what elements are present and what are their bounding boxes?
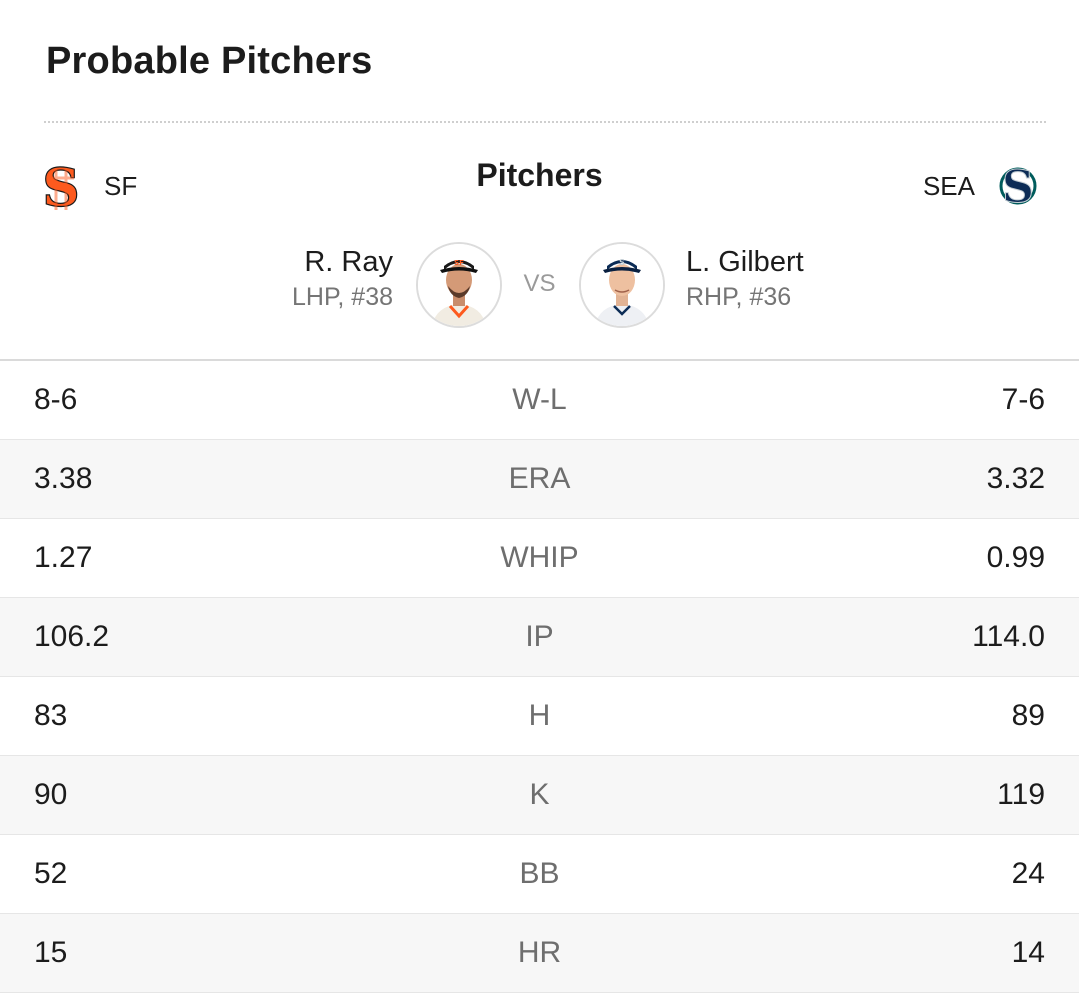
pitcher-right-info: RHP, #36 [686,283,792,311]
svg-text:S: S [619,258,625,267]
stat-left-value: 52 [34,857,68,890]
svg-text:S: S [42,158,80,214]
divider [44,121,1046,123]
svg-text:S: S [1002,162,1034,213]
pitcher-left-info: LHP, #38 [291,283,393,311]
stat-row-era: 3.38 ERA 3.32 [0,440,1079,519]
stat-row-ip: 106.2 IP 114.0 [0,598,1079,677]
stat-label: WHIP [500,541,579,574]
pitchers-heading: Pitchers [476,157,603,193]
pitcher-right[interactable]: L. Gilbert RHP, #36 [686,244,804,314]
stat-right-value: 3.32 [986,462,1045,495]
stat-label: IP [525,620,554,653]
player-headshot-icon: SF [418,244,500,326]
pitcher-left-name[interactable]: R. Ray [304,246,393,278]
stat-label: HR [517,936,562,969]
stat-label: K [529,778,550,811]
stat-left-value: 1.27 [34,541,93,574]
team-right[interactable]: SEA S [923,158,1039,214]
pitcher-right-headshot[interactable]: S [579,242,665,328]
pitcher-matchup: R. Ray LHP, #38 SF VS [0,240,1079,330]
stat-label: BB [519,857,560,890]
stat-row-bb: 52 BB 24 [0,835,1079,914]
stat-left-value: 8-6 [34,383,78,416]
stat-left-value: 106.2 [34,620,110,653]
vs-label: VS [523,270,556,297]
stat-row-wl: 8-6 W-L 7-6 [0,361,1079,440]
pitcher-left-headshot[interactable]: SF [416,242,502,328]
stat-row-k: 90 K 119 [0,756,1079,835]
stat-right-value: 7-6 [1001,383,1045,416]
stat-right-value: 14 [1011,936,1045,969]
stat-row-hr: 15 HR 14 [0,914,1079,993]
card-title: Probable Pitchers [46,40,373,82]
pitcher-right-name[interactable]: L. Gilbert [686,246,804,278]
stat-row-whip: 1.27 WHIP 0.99 [0,519,1079,598]
stat-right-value: 0.99 [986,541,1045,574]
stat-row-h: 83 H 89 [0,677,1079,756]
stat-left-value: 3.38 [34,462,93,495]
stats-table: 8-6 W-L 7-6 3.38 ERA 3.32 1.27 WHIP 0.99… [0,359,1079,993]
sf-giants-logo-icon: S [42,158,81,214]
stat-right-value: 119 [997,778,1045,811]
stat-right-value: 89 [1011,699,1045,732]
team-left[interactable]: S SF [40,158,138,214]
svg-text:SF: SF [454,259,464,267]
stat-left-value: 83 [34,699,68,732]
team-right-abbr: SEA [922,170,975,201]
stat-left-value: 90 [34,778,68,811]
pitcher-left[interactable]: R. Ray LHP, #38 [292,244,393,314]
stat-label: ERA [508,462,571,495]
seattle-mariners-logo-icon: S [999,162,1037,214]
stat-right-value: 114.0 [972,620,1045,653]
team-left-abbr: SF [104,170,138,201]
player-headshot-icon: S [581,244,663,326]
stat-label: H [528,699,551,732]
stat-right-value: 24 [1011,857,1045,890]
stat-left-value: 15 [34,936,68,969]
stat-label: W-L [512,383,567,416]
